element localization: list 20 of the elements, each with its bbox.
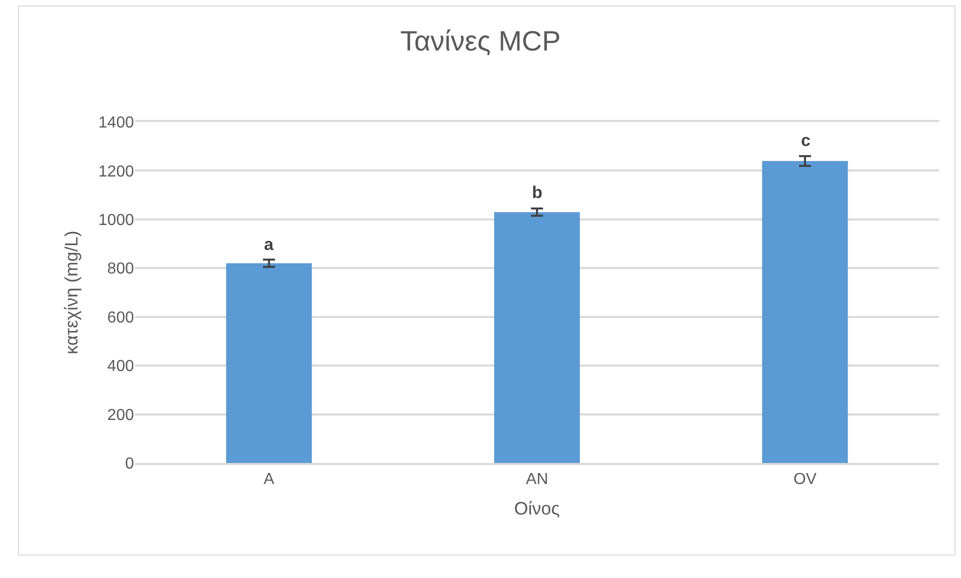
- y-tick-label: 200: [107, 406, 134, 424]
- bar: [226, 263, 312, 463]
- x-tick-label: AN: [526, 470, 548, 488]
- bar: [494, 212, 580, 463]
- y-tick-label: 800: [107, 260, 134, 278]
- y-axis-title: κατεχίνη (mg/L): [62, 230, 82, 354]
- x-axis-title: Οίνος: [514, 498, 560, 519]
- x-tick-label: OV: [793, 470, 817, 488]
- bar: [762, 160, 848, 463]
- chart-title: Τανίνες MCP: [400, 25, 561, 56]
- y-tick-label: 1200: [98, 163, 134, 180]
- y-tick-label: 600: [107, 309, 134, 326]
- y-tick-label: 1000: [98, 212, 134, 230]
- y-tick-label: 400: [107, 358, 134, 376]
- annotation: b: [532, 183, 542, 202]
- y-tick-label: 1400: [98, 114, 134, 132]
- annotation: a: [264, 235, 274, 254]
- y-tick-label: 0: [125, 456, 134, 473]
- x-tick-label: A: [264, 470, 275, 488]
- annotation: c: [801, 131, 810, 150]
